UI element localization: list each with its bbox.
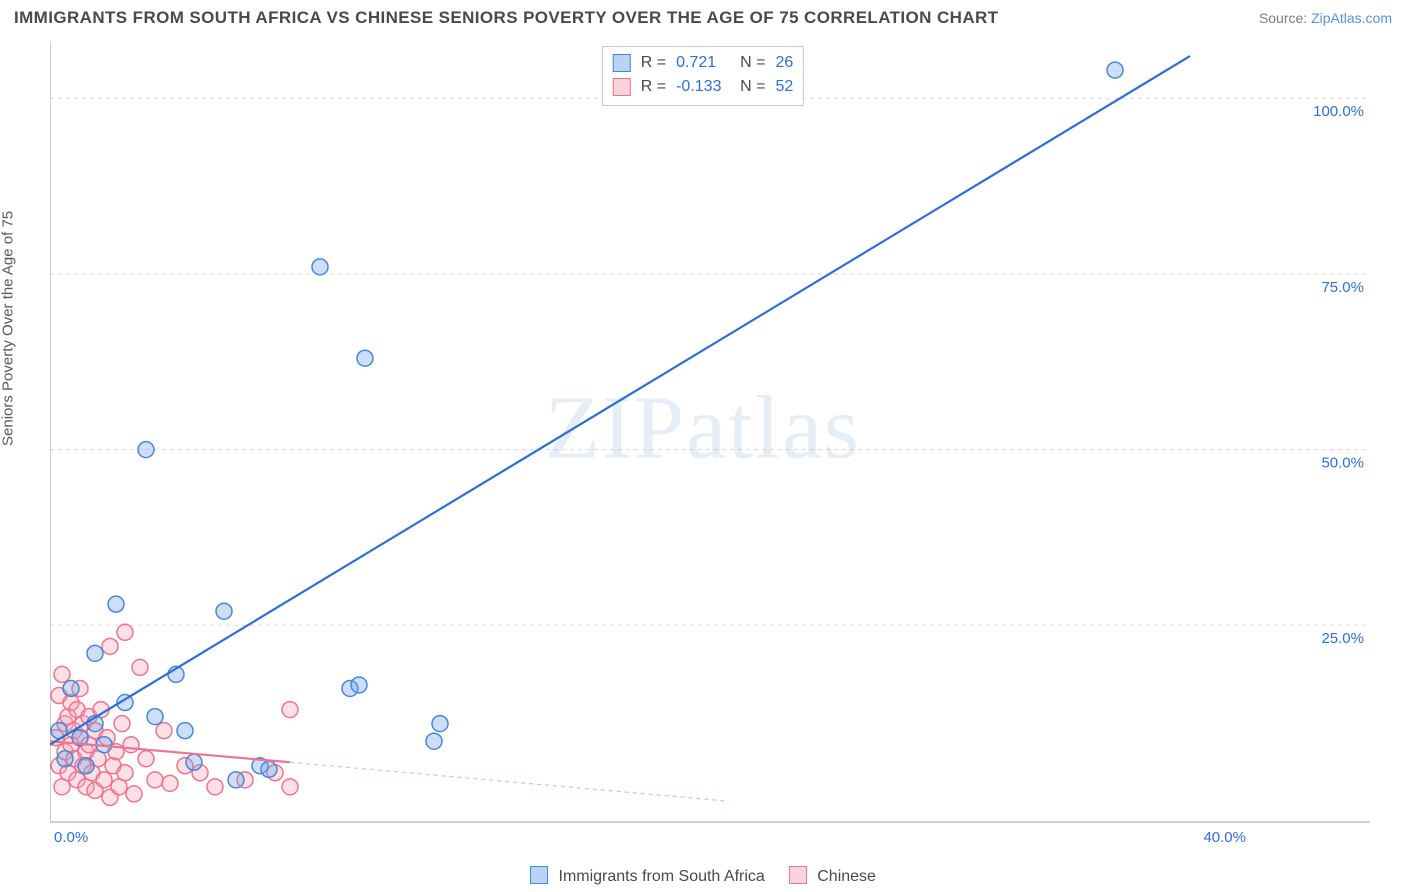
n-value-blue: 26 xyxy=(775,51,793,75)
source-link[interactable]: ZipAtlas.com xyxy=(1311,10,1392,26)
svg-text:75.0%: 75.0% xyxy=(1321,279,1364,296)
scatter-chart: 25.0% 50.0% 75.0% 100.0% 0.0% 40.0% xyxy=(50,42,1390,842)
svg-text:100.0%: 100.0% xyxy=(1313,103,1364,120)
svg-text:25.0%: 25.0% xyxy=(1321,630,1364,647)
correlation-legend: R = 0.721 N = 26 R = -0.133 N = 52 xyxy=(602,46,804,106)
legend-swatch-blue xyxy=(613,54,631,72)
r-value-pink: -0.133 xyxy=(676,75,730,99)
legend-item-south-africa: Immigrants from South Africa xyxy=(530,866,765,886)
plot-area: 25.0% 50.0% 75.0% 100.0% 0.0% 40.0% xyxy=(50,42,1390,842)
legend-label-south-africa: Immigrants from South Africa xyxy=(559,868,765,885)
y-axis-label: Seniors Poverty Over the Age of 75 xyxy=(0,211,17,446)
legend-row-pink: R = -0.133 N = 52 xyxy=(613,75,793,99)
series-legend: Immigrants from South Africa Chinese xyxy=(530,866,876,886)
n-value-pink: 52 xyxy=(775,75,793,99)
legend-swatch-pink xyxy=(613,78,631,96)
source-label: Source: xyxy=(1259,10,1307,26)
chart-title: IMMIGRANTS FROM SOUTH AFRICA VS CHINESE … xyxy=(14,8,998,28)
legend-item-chinese: Chinese xyxy=(789,866,876,886)
svg-text:40.0%: 40.0% xyxy=(1203,829,1246,842)
legend-swatch-pink-icon xyxy=(789,866,807,884)
legend-row-blue: R = 0.721 N = 26 xyxy=(613,51,793,75)
r-label: R = xyxy=(641,51,666,75)
r-label: R = xyxy=(641,75,666,99)
svg-text:50.0%: 50.0% xyxy=(1321,455,1364,472)
legend-swatch-blue-icon xyxy=(530,866,548,884)
r-value-blue: 0.721 xyxy=(676,51,730,75)
legend-label-chinese: Chinese xyxy=(817,868,876,885)
svg-text:0.0%: 0.0% xyxy=(54,829,88,842)
n-label: N = xyxy=(740,51,765,75)
title-bar: IMMIGRANTS FROM SOUTH AFRICA VS CHINESE … xyxy=(14,8,1392,28)
n-label: N = xyxy=(740,75,765,99)
source-attribution: Source: ZipAtlas.com xyxy=(1259,10,1392,26)
